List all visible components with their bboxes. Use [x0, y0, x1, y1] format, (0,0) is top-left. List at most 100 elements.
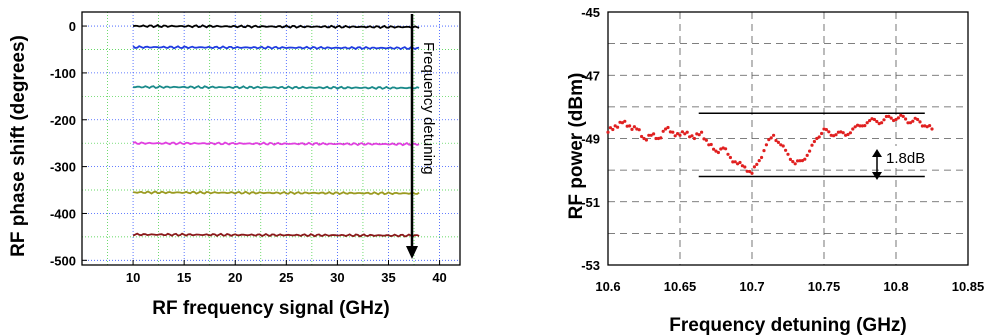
power-point	[810, 143, 814, 147]
power-y-ticks: -45 -47 -49 -51 -53	[581, 5, 600, 273]
power-point	[788, 157, 793, 161]
power-y-tick-label: -45	[581, 5, 600, 20]
power-y-tick-label: -47	[581, 68, 600, 83]
power-point	[728, 155, 733, 160]
power-x-tick-label: 10.75	[808, 279, 841, 294]
power-x-tick-label: 10.8	[883, 279, 908, 294]
power-point	[841, 131, 845, 135]
power-point	[863, 124, 867, 128]
power-x-tick-label: 10.7	[739, 279, 764, 294]
power-point	[913, 116, 917, 120]
power-point	[623, 119, 627, 123]
power-point	[688, 135, 692, 139]
power-point	[906, 121, 910, 125]
phase-series-line	[132, 45, 420, 51]
phase-y-tick-label: -300	[50, 160, 76, 175]
power-point	[829, 133, 833, 137]
power-point	[625, 124, 629, 128]
power-point	[764, 143, 769, 147]
delta-arrow-head-down	[872, 172, 882, 180]
power-point	[875, 119, 879, 124]
power-plot-frame	[607, 11, 969, 266]
power-point	[647, 133, 651, 137]
power-point	[865, 121, 869, 125]
phase-y-tick-label: -200	[50, 113, 76, 128]
power-x-tick-label: 10.65	[664, 279, 697, 294]
phase-y-tick-label: -100	[50, 66, 76, 81]
power-point	[805, 153, 809, 157]
phase-y-axis-label: RF phase shift (degrees)	[8, 35, 29, 257]
power-y-tick-label: -49	[581, 132, 600, 147]
power-y-tick-label: -53	[581, 258, 600, 273]
power-point	[767, 138, 771, 142]
power-point	[714, 149, 718, 153]
phase-grid	[82, 12, 460, 265]
power-point	[724, 147, 728, 151]
power-point	[616, 125, 620, 129]
power-point	[899, 113, 903, 117]
power-point	[820, 131, 824, 136]
power-point	[637, 128, 641, 132]
power-point	[664, 127, 668, 131]
power-point	[774, 138, 778, 143]
phase-series-line	[133, 84, 420, 90]
power-point	[748, 169, 752, 174]
power-point	[896, 116, 901, 120]
phase-x-tick-label: 10	[126, 270, 140, 285]
power-point	[894, 117, 898, 122]
power-point	[707, 143, 711, 147]
power-point	[652, 132, 656, 136]
phase-series-line	[132, 141, 420, 147]
power-x-ticks: 10.6 10.65 10.7 10.75 10.8 10.85	[595, 279, 984, 294]
power-point	[608, 126, 613, 130]
power-point	[659, 136, 663, 140]
power-point	[791, 160, 795, 164]
power-point	[743, 165, 747, 169]
power-point	[824, 128, 829, 132]
power-point	[642, 136, 646, 141]
phase-chart: 10 15 20 25 30 35 40 0 -100 -200 -300 -400 -500 Fre…	[8, 11, 461, 319]
phase-x-tick-label: 15	[177, 270, 191, 285]
power-point	[851, 127, 855, 131]
power-point	[769, 136, 773, 140]
power-point	[803, 157, 807, 161]
power-point	[738, 160, 742, 165]
power-point	[901, 114, 905, 118]
delta-arrow-head-up	[872, 149, 882, 157]
power-point	[884, 114, 889, 119]
power-point	[827, 130, 831, 134]
power-point	[930, 127, 934, 131]
power-point	[822, 127, 826, 131]
power-point	[892, 118, 896, 123]
power-point	[836, 130, 841, 134]
power-y-tick-label: -51	[581, 195, 600, 210]
power-x-tick-label: 10.85	[952, 279, 985, 294]
phase-series-line	[132, 190, 420, 196]
power-point	[757, 159, 761, 163]
power-point	[908, 121, 913, 125]
power-point	[776, 140, 781, 144]
phase-x-tick-label: 25	[279, 270, 293, 285]
power-point	[745, 169, 749, 173]
power-point	[649, 133, 653, 137]
power-point	[716, 150, 721, 155]
power-point	[887, 114, 891, 118]
power-point	[918, 120, 922, 124]
power-point	[796, 159, 800, 163]
power-point	[644, 138, 649, 142]
power-point	[752, 165, 757, 169]
power-point	[928, 124, 932, 128]
power-point	[656, 136, 661, 141]
power-point	[697, 133, 701, 137]
phase-y-tick-label: 0	[69, 19, 76, 34]
power-point	[630, 127, 634, 131]
power-point	[613, 124, 617, 128]
power-x-tick-label: 10.6	[595, 279, 620, 294]
power-point	[882, 118, 886, 122]
power-point	[668, 130, 673, 134]
phase-y-tick-label: -500	[50, 253, 76, 268]
power-point	[781, 144, 785, 148]
power-point	[666, 125, 670, 130]
power-point	[846, 132, 850, 137]
power-point	[925, 125, 929, 129]
